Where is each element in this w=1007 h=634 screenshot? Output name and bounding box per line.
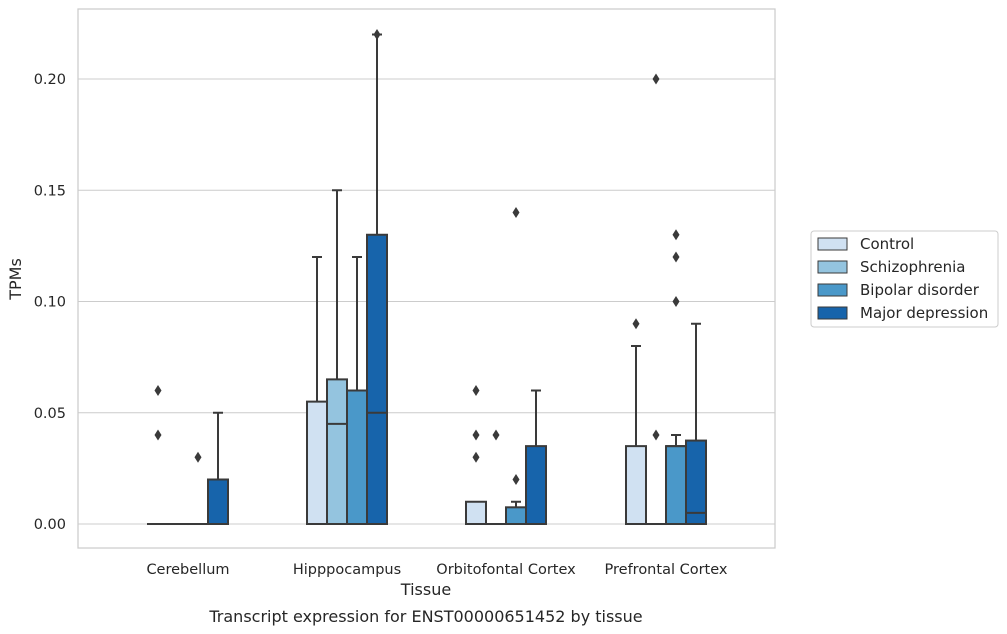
box-4-2 [366,29,388,525]
outlier-point [154,429,162,441]
outlier-point [154,385,162,396]
outlier-point [652,73,660,85]
legend-item: Major depression [817,304,988,322]
outlier-point [512,207,520,218]
y-axis-label: TPMs [6,258,25,301]
legend-item: Bipolar disorder [817,281,980,299]
box-1-3 [465,385,487,525]
box-3-4 [665,229,687,525]
legend-swatch [817,283,848,297]
outlier-point [652,429,660,441]
x-tick-label: Prefrontal Cortex [605,562,728,578]
y-tick-label: 0.10 [34,295,66,311]
box-iqr [326,378,348,525]
legend-label: Schizophrenia [860,258,965,276]
y-tick-label: 0.20 [34,72,66,88]
x-tick-label: Hipppocampus [293,562,401,578]
box-iqr [685,439,707,525]
box-iqr [465,500,487,525]
outlier-point [194,451,202,463]
y-axis-ticks: 0.00 0.05 0.10 0.15 0.20 [34,72,66,533]
box-1-4 [625,318,647,525]
box-plot-area [147,29,707,526]
legend-swatch [817,237,848,251]
x-axis-ticks: Cerebellum Hipppocampus Orbitofontal Corte… [146,562,727,578]
legend-item: Control [817,235,914,253]
box-4-4 [685,322,707,525]
legend-frame [810,230,999,328]
box-iqr [505,506,527,525]
box-1-1 [147,385,169,526]
outlier-point [672,251,680,263]
legend-label: Major depression [860,304,988,322]
y-tick-label: 0.15 [34,183,66,199]
box-4-1 [207,411,229,525]
box-1-2 [306,256,328,525]
legend-label: Control [860,235,914,253]
chart-caption: Transcript expression for ENST0000065145… [208,607,642,626]
outlier-point [472,451,480,463]
x-tick-label: Orbitofontal Cortex [436,562,576,578]
box-iqr [625,445,647,525]
legend-swatch [817,260,848,274]
legend-label: Bipolar disorder [860,281,980,299]
plot-frame [77,8,776,549]
box-iqr [346,389,368,525]
box-3-2 [346,256,368,525]
x-axis-label: Tissue [400,580,451,599]
box-2-2 [326,189,348,525]
box-4-3 [525,389,547,525]
box-iqr [366,233,388,525]
y-tick-label: 0.05 [34,406,66,422]
box-3-1 [187,451,209,526]
box-iqr [207,478,229,525]
outlier-point [512,474,520,485]
box-2-3 [485,429,507,526]
box-2-4 [645,73,667,526]
legend: Control Schizophrenia Bipolar disorder Majo… [810,230,999,328]
outlier-point [492,429,500,441]
outlier-point [672,229,680,241]
box-iqr [525,445,547,525]
legend-swatch [817,306,848,320]
outlier-point [632,318,640,330]
y-tick-label: 0.00 [34,517,66,533]
outlier-point [472,385,480,396]
x-tick-label: Cerebellum [146,562,229,578]
legend-item: Schizophrenia [817,258,965,276]
box-3-3 [505,207,527,525]
box-iqr [665,445,687,525]
outlier-point [373,29,381,40]
outlier-point [672,296,680,307]
outlier-point [472,429,480,441]
box-iqr [306,400,328,525]
